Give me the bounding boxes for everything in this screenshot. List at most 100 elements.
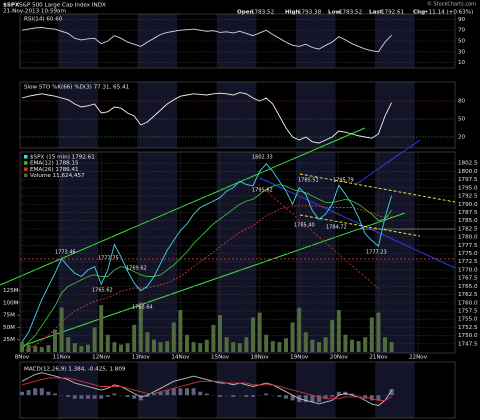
x-tick-label: 22Nov — [409, 355, 428, 361]
legend-label: Volume 11,624,457 — [30, 173, 85, 179]
bar — [211, 324, 216, 352]
bar — [251, 317, 255, 352]
day-band — [375, 82, 415, 148]
bar — [20, 391, 24, 396]
bar — [145, 332, 150, 352]
bar — [72, 343, 77, 352]
bar — [244, 395, 249, 397]
series-line — [21, 27, 392, 53]
y-tick-label: 1782.5 — [458, 226, 478, 232]
y-tick-label: 1790.0 — [458, 202, 478, 208]
y-tick-label: 1800.0 — [458, 169, 478, 175]
y-tick-label: 1762.5 — [458, 292, 478, 298]
quote-label: Chg — [413, 10, 425, 16]
bar — [290, 322, 295, 352]
bar — [178, 310, 183, 352]
bar — [264, 393, 269, 396]
panel-title: RSI(14) 60.60 — [24, 17, 63, 23]
bar — [330, 319, 335, 352]
trendlines — [0, 127, 456, 347]
symbol: $SPX — [3, 3, 20, 9]
legend-swatch — [24, 167, 28, 171]
x-tick-label: 11Nov — [53, 355, 72, 361]
legend-label: EMA(12) 1788.15 — [30, 161, 79, 167]
legend-swatch — [24, 173, 28, 178]
y-tick-label: 1775.0 — [458, 251, 478, 257]
bar — [264, 334, 269, 352]
y-tick-label: 70 — [458, 28, 466, 34]
y-tick-label: 1757.5 — [458, 308, 478, 314]
bar — [198, 391, 203, 396]
symbol-name: S&P 500 Large Cap Index INDX — [19, 3, 106, 9]
bar — [356, 341, 361, 352]
bar — [66, 395, 71, 397]
bar — [277, 342, 282, 352]
bar — [138, 302, 143, 352]
bar — [125, 395, 130, 397]
bar — [204, 339, 209, 352]
bar — [363, 337, 368, 352]
bar — [369, 317, 374, 352]
bar — [389, 342, 394, 352]
y-tick-label: 1747.5 — [458, 341, 478, 347]
yellow-line — [299, 173, 456, 203]
bar — [92, 327, 97, 352]
y2-tick-label: 100M — [3, 300, 19, 306]
day-band — [58, 82, 98, 148]
x-tick-label: 18Nov — [251, 355, 270, 361]
bar — [20, 342, 24, 352]
x-tick-label: 14Nov — [171, 355, 190, 361]
bar — [343, 334, 348, 352]
bar — [53, 329, 57, 352]
bar — [132, 324, 137, 352]
series-line — [21, 92, 393, 144]
y-tick-label: 1777.5 — [458, 243, 478, 249]
bar — [350, 393, 354, 396]
bar — [99, 305, 104, 352]
y2-tick-label: 75M — [3, 313, 15, 319]
bar — [26, 390, 31, 396]
annotation: 1777.75 — [98, 256, 119, 262]
x-tick-label: 12Nov — [92, 355, 111, 361]
annotation: 1785.51 — [298, 178, 319, 184]
bar — [198, 343, 203, 352]
bar — [244, 337, 249, 352]
bar — [350, 339, 354, 352]
bar — [218, 395, 222, 397]
bar — [138, 395, 143, 401]
annotation: 1802.33 — [252, 155, 273, 161]
macd-frame — [19, 361, 456, 419]
bar — [46, 345, 51, 352]
quote-label: Last — [369, 10, 383, 16]
series-line — [21, 163, 393, 343]
quote-value: 1783.52 — [251, 10, 274, 16]
legend-label: EMA(26) 1786.41 — [30, 167, 79, 173]
bar — [218, 315, 222, 352]
bar — [303, 395, 308, 403]
x-tick-label: 13Nov — [132, 355, 151, 361]
bar — [132, 395, 137, 399]
blue-line — [259, 177, 456, 269]
bar — [231, 395, 236, 397]
day-band — [58, 362, 98, 418]
quote-label: Open — [237, 10, 254, 16]
y-tick-label: 1785.0 — [458, 218, 478, 224]
y-tick-label: 1767.5 — [458, 276, 478, 282]
y-tick-label: 1780.0 — [458, 235, 478, 241]
legend-swatch — [24, 155, 28, 159]
y-tick-label: 50 — [458, 39, 466, 45]
series-line — [21, 372, 392, 407]
annotation: 1765.62 — [92, 288, 113, 294]
bar — [119, 344, 123, 352]
bar — [303, 332, 308, 352]
bar — [79, 395, 84, 399]
bar — [86, 344, 90, 352]
y-tick-label: 1752.5 — [458, 325, 478, 331]
annotation: 1769.62 — [126, 266, 147, 272]
bar — [105, 395, 110, 397]
bar — [72, 395, 77, 399]
bar — [66, 337, 71, 352]
bar — [178, 388, 183, 396]
bar — [125, 343, 130, 352]
